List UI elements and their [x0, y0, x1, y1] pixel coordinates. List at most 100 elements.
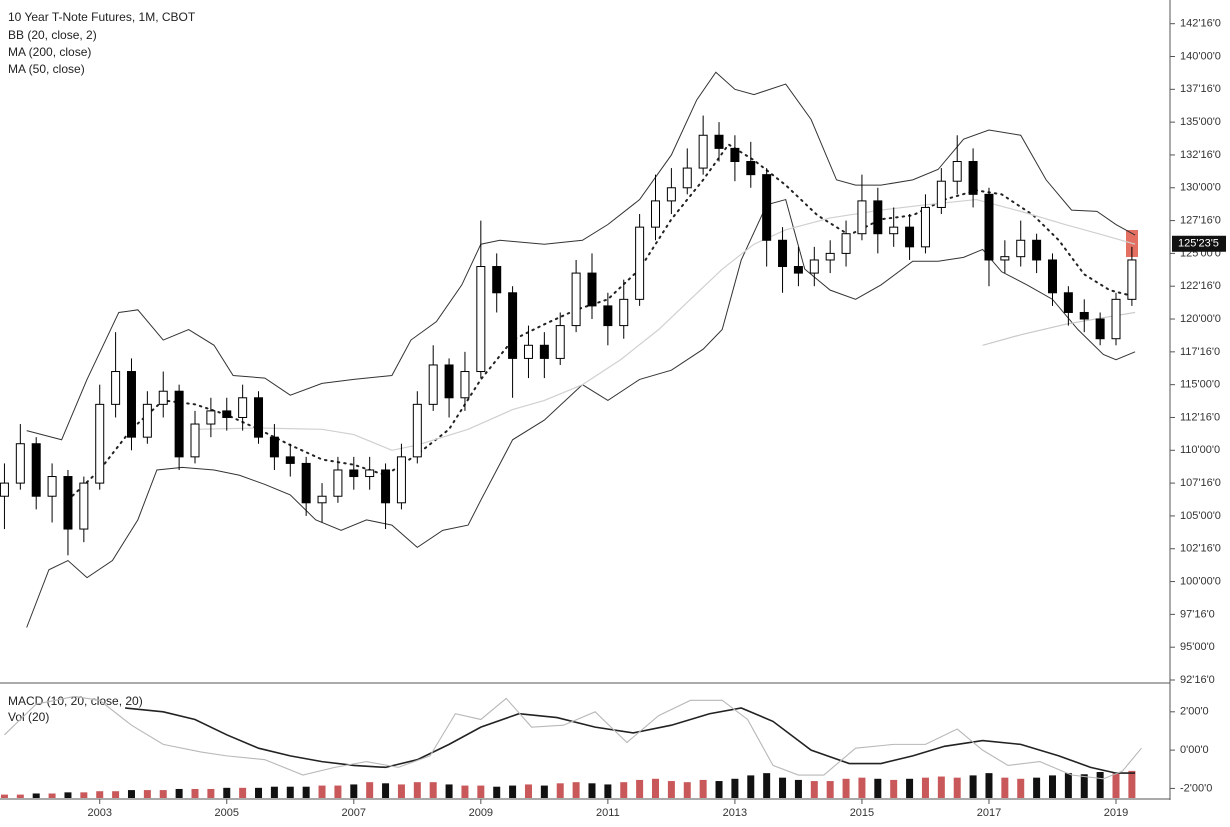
- volume-bar: [0, 794, 8, 798]
- volume-bar: [540, 785, 548, 798]
- candle-body: [857, 200, 867, 235]
- volume-bar: [493, 786, 501, 798]
- legend-entry: MACD (10, 20, close, 20): [8, 694, 143, 708]
- candle-body: [79, 482, 89, 530]
- candle-body: [603, 305, 613, 327]
- y-tick-label: 120'00'0: [1180, 313, 1221, 325]
- candle-body: [158, 390, 168, 405]
- y-tick-label: 102'16'0: [1180, 543, 1221, 555]
- y-tick-label: 97'16'0: [1180, 608, 1215, 620]
- chart-title: 10 Year T-Note Futures, 1M, CBOT: [8, 10, 196, 24]
- volume-bar: [32, 793, 40, 798]
- y-tick-label: 142'16'0: [1180, 18, 1221, 30]
- candle-body: [730, 147, 740, 163]
- candle-body: [492, 266, 502, 294]
- y-tick-label: 0'00'0: [1180, 744, 1209, 756]
- candle-body: [1079, 311, 1089, 320]
- candle-body: [412, 403, 422, 458]
- volume-bar: [413, 782, 421, 798]
- legend-entry: BB (20, close, 2): [8, 28, 97, 42]
- volume-bar: [620, 782, 628, 798]
- volume-bar: [667, 781, 675, 798]
- volume-bar: [255, 787, 263, 798]
- candle-body: [460, 371, 470, 399]
- volume-bar: [286, 786, 294, 798]
- legend-entry: MA (200, close): [8, 45, 91, 59]
- candle-body: [936, 180, 946, 208]
- candle-body: [889, 226, 899, 235]
- legend-entry: MA (50, close): [8, 62, 85, 76]
- volume-bar: [556, 783, 564, 798]
- volume-bar: [112, 791, 120, 798]
- candle-body: [539, 344, 549, 359]
- candle-body: [1095, 318, 1105, 340]
- y-tick-label: 100'00'0: [1180, 575, 1221, 587]
- candle-body: [269, 436, 279, 458]
- legend-entry: Vol (20): [8, 710, 49, 724]
- volume-bar: [906, 778, 914, 798]
- candle-body: [905, 226, 915, 248]
- y-tick-label: 95'00'0: [1180, 641, 1215, 653]
- volume-bar: [159, 790, 167, 798]
- x-tick-label: 2019: [1104, 807, 1128, 819]
- volume-bar: [763, 773, 771, 798]
- volume-bar: [509, 785, 517, 798]
- volume-bar: [747, 775, 755, 798]
- volume-bar: [80, 792, 88, 798]
- volume-bar: [270, 786, 278, 798]
- volume-bar: [239, 787, 247, 798]
- candle-body: [714, 134, 724, 149]
- volume-bar: [191, 788, 199, 798]
- volume-bar: [1128, 770, 1136, 798]
- candle-body: [1111, 298, 1121, 340]
- y-tick-label: 115'00'0: [1180, 379, 1220, 391]
- volume-bar: [683, 782, 691, 798]
- x-tick-label: 2011: [596, 807, 620, 819]
- volume-bar: [175, 788, 183, 798]
- macd-line: [4, 695, 1142, 780]
- candle-body: [142, 403, 152, 438]
- x-tick-label: 2013: [723, 807, 747, 819]
- volume-bar: [207, 788, 215, 798]
- candle-body: [190, 423, 200, 458]
- y-tick-label: 140'00'0: [1180, 50, 1221, 62]
- volume-bar: [1096, 772, 1104, 798]
- volume-bar: [715, 781, 723, 798]
- volume-bar: [524, 784, 532, 798]
- y-tick-label: 117'16'0: [1180, 346, 1220, 358]
- candle-body: [381, 469, 391, 504]
- y-tick-label: 135'00'0: [1180, 116, 1221, 128]
- candle-body: [222, 410, 232, 418]
- candle-body: [47, 476, 57, 497]
- volume-bar: [1017, 778, 1025, 798]
- candle-body: [317, 495, 327, 504]
- volume-bar: [143, 790, 151, 798]
- volume-bar: [985, 773, 993, 798]
- volume-bar: [969, 775, 977, 798]
- candle-body: [841, 233, 851, 254]
- volume-bar: [652, 778, 660, 798]
- candle-body: [126, 371, 136, 438]
- candle-body: [31, 443, 41, 497]
- y-tick-label: 2'00'0: [1180, 706, 1209, 718]
- candle-body: [555, 325, 565, 359]
- y-tick-label: 105'00'0: [1180, 510, 1221, 522]
- candle-body: [809, 259, 819, 274]
- volume-bar: [572, 782, 580, 798]
- moving-average: [194, 198, 1136, 451]
- volume-bar: [588, 783, 596, 798]
- volume-bar: [366, 782, 374, 798]
- bollinger-upper: [26, 71, 1136, 441]
- last-price-label: 125'23'5: [1178, 238, 1219, 250]
- candle-body: [349, 469, 359, 478]
- volume-bar: [810, 781, 818, 798]
- candle-body: [365, 469, 375, 478]
- candle-body: [15, 443, 25, 484]
- macd-line: [125, 707, 1136, 774]
- candle-body: [508, 292, 518, 359]
- candle-body: [111, 371, 121, 405]
- volume-bar: [636, 779, 644, 798]
- volume-bar: [382, 783, 390, 798]
- candle-body: [396, 456, 406, 504]
